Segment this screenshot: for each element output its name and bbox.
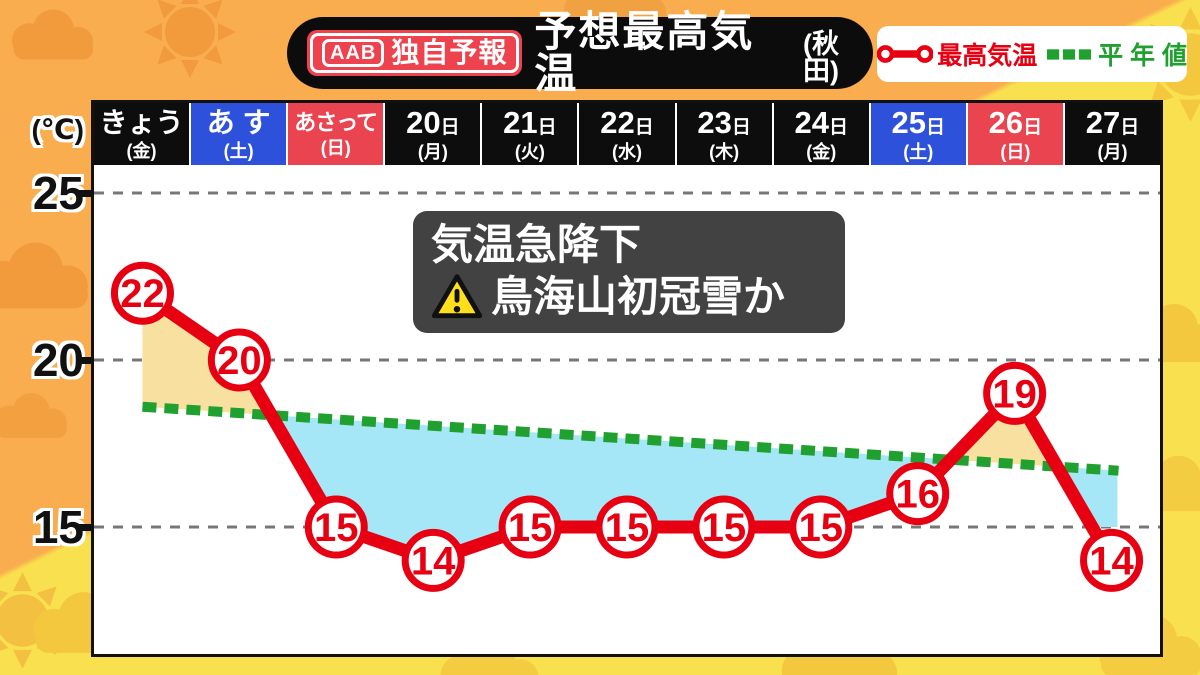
day-label: 20日 xyxy=(406,105,460,140)
day-header-cell: 23日 (木) xyxy=(676,103,774,165)
day-header-cell: 25日 (土) xyxy=(870,103,968,165)
data-point-value: 20 xyxy=(217,339,262,383)
weekday-label: (金) xyxy=(126,140,157,161)
day-header-row: きょう (金) あ す (土) あさって (日) 20日 (月) 21日 (火) 22日 (水) 23日… xyxy=(94,103,1161,165)
legend-max-temp-label: 最高気温 xyxy=(937,42,1038,70)
data-point-circle xyxy=(595,495,659,559)
annotation-line2-text: 鳥海山初冠雪か xyxy=(491,273,786,321)
region-label: (秋田) xyxy=(803,28,840,86)
above-normal-fill xyxy=(950,394,1056,467)
temperature-plot: 22 20 15 14 15 15 15 15 16 19 14 xyxy=(94,191,1160,592)
y-axis-label-20: 20 xyxy=(32,334,84,386)
day-header-cell: あ す (土) xyxy=(191,103,289,165)
data-point-value: 15 xyxy=(799,506,844,550)
weekday-label: (日) xyxy=(1000,142,1031,162)
data-point-circle xyxy=(1080,528,1144,592)
day-label: 23日 xyxy=(697,105,751,140)
data-point-value: 14 xyxy=(411,539,456,583)
data-point-value: 15 xyxy=(605,506,650,550)
y-axis-tick xyxy=(76,190,95,197)
data-point-value: 22 xyxy=(120,272,165,316)
cloud-icon xyxy=(5,6,100,66)
station-badge: AAB 独自予報 xyxy=(307,30,523,76)
day-header-cell: きょう (金) xyxy=(94,103,192,165)
weekday-label: (日) xyxy=(320,137,351,158)
sun-icon xyxy=(140,0,240,87)
max-temp-line-icon xyxy=(877,45,934,63)
day-header-cell: あさって (日) xyxy=(288,103,386,165)
day-header-cell: 27日 (月) xyxy=(1064,103,1161,165)
data-point-value: 19 xyxy=(992,372,1037,416)
y-axis-unit: (℃) xyxy=(31,114,84,145)
day-header-cell: 26日 (日) xyxy=(967,103,1065,165)
weekday-label: (月) xyxy=(417,142,448,162)
weekday-label: (金) xyxy=(806,142,837,162)
legend-normal-label: 平 年 値 xyxy=(1098,42,1187,70)
cloud-icon xyxy=(0,238,97,316)
data-point-circle xyxy=(498,495,562,559)
weekday-label: (水) xyxy=(612,142,643,162)
day-label: 21日 xyxy=(503,105,557,140)
weekday-label: (土) xyxy=(903,142,934,162)
y-axis-tick xyxy=(76,357,95,364)
y-axis-tick xyxy=(76,524,95,531)
cloud-icon xyxy=(0,390,73,444)
station-badge-inner: AAB 独自予報 xyxy=(310,33,520,73)
data-point-circle xyxy=(983,361,1047,425)
page-title: 予想最高気温 xyxy=(534,8,755,97)
forecast-chart: きょう (金) あ す (土) あさって (日) 20日 (月) 21日 (火) 22日 (水) 23日… xyxy=(91,100,1163,657)
annotation-line2: 鳥海山初冠雪か xyxy=(431,273,827,321)
warning-triangle-icon xyxy=(431,274,483,319)
data-point-circle xyxy=(207,328,271,392)
day-header-cell: 22日 (水) xyxy=(579,103,677,165)
weekday-label: (土) xyxy=(223,140,254,161)
y-axis-label-15: 15 xyxy=(32,501,84,553)
data-point-circle xyxy=(110,261,174,325)
data-point-value: 16 xyxy=(895,473,940,517)
station-logo: AAB xyxy=(322,39,385,67)
day-label: 22日 xyxy=(600,105,654,140)
weekday-label: (月) xyxy=(1097,142,1128,162)
day-label: あさって xyxy=(294,109,378,135)
weekday-label: (火) xyxy=(514,142,545,162)
data-point-circle xyxy=(304,495,368,559)
data-point-value: 14 xyxy=(1089,539,1134,583)
badge-label: 独自予報 xyxy=(391,37,508,68)
data-point-value: 15 xyxy=(508,506,553,550)
day-header-cell: 24日 (金) xyxy=(773,103,871,165)
program-title-bar: AAB 独自予報 予想最高気温 (秋田) xyxy=(287,11,873,95)
data-point-circle xyxy=(789,495,853,559)
data-point-circle xyxy=(692,495,756,559)
data-point-circle xyxy=(401,528,465,592)
day-label: きょう xyxy=(99,106,184,138)
data-point-circle xyxy=(886,462,950,526)
annotation-box: 気温急降下 鳥海山初冠雪か xyxy=(413,211,845,334)
day-label: 24日 xyxy=(794,105,848,140)
data-point-value: 15 xyxy=(702,506,747,550)
annotation-line1: 気温急降下 xyxy=(431,221,642,268)
day-label: 26日 xyxy=(988,105,1043,140)
day-header-cell: 21日 (火) xyxy=(482,103,580,165)
day-header-cell: 20日 (月) xyxy=(385,103,483,165)
data-point-value: 15 xyxy=(314,506,359,550)
chart-legend: 最高気温 平 年 値 xyxy=(877,26,1187,82)
normal-dashed-line-icon xyxy=(1047,49,1092,60)
weekday-label: (木) xyxy=(709,142,740,162)
day-label: 27日 xyxy=(1085,105,1140,140)
y-axis-label-25: 25 xyxy=(32,167,84,219)
day-label: 25日 xyxy=(891,105,946,140)
day-label: あ す xyxy=(206,106,271,138)
